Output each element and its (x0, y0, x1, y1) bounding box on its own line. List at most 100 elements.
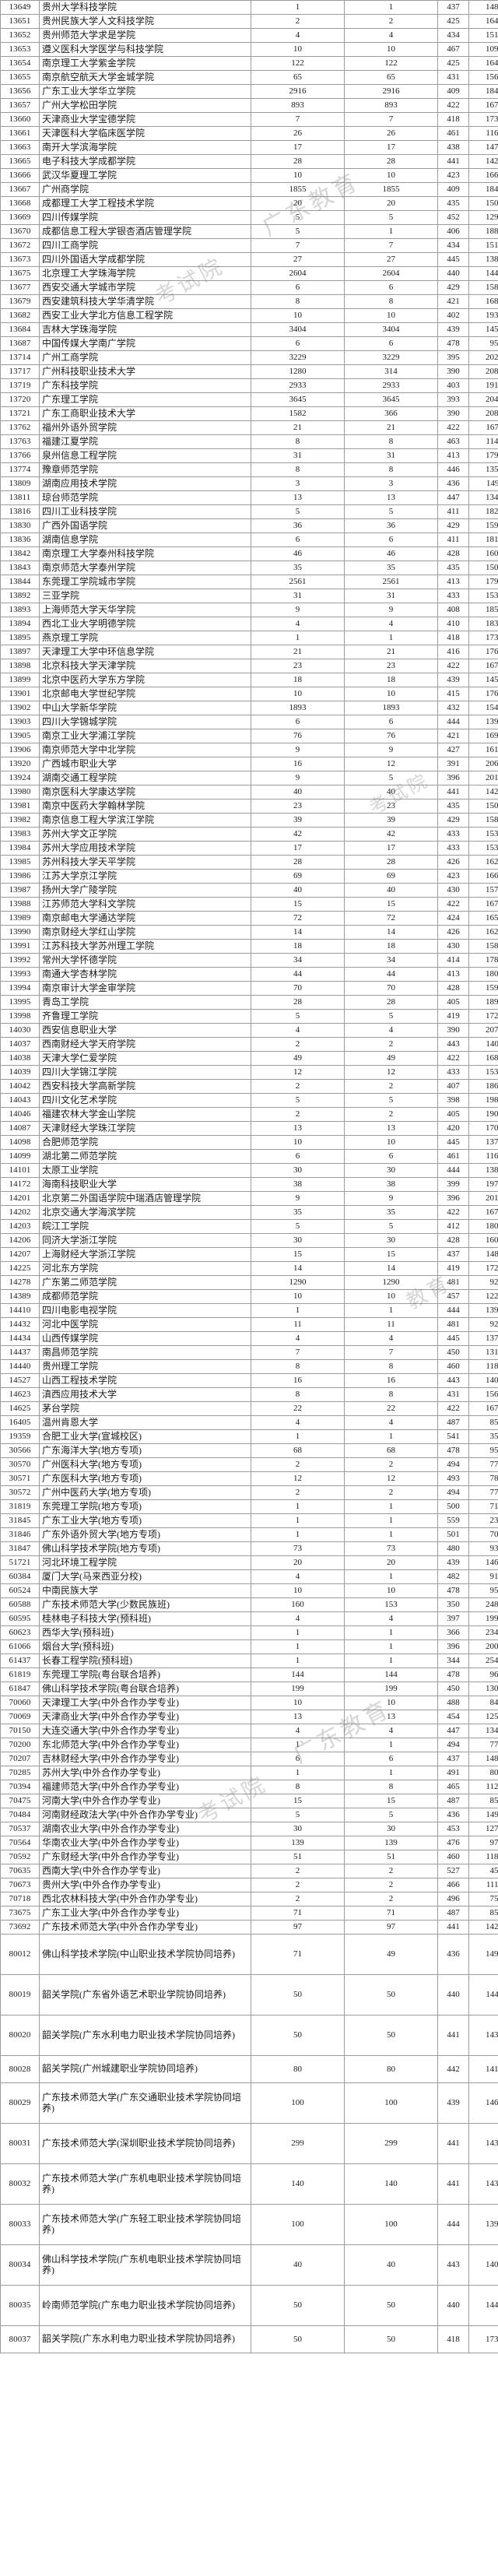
cell-institution-code: 14043 (0, 1093, 40, 1108)
cell-rank: 147054 (468, 140, 498, 155)
table-row: 14037西南财经大学天府学院22443140311 (0, 1037, 498, 1052)
cell-cutoff-score: 428 (437, 1233, 469, 1248)
cell-institution-name: 四川电影电视学院 (39, 1303, 251, 1318)
cell-cutoff-score: 454 (437, 1710, 469, 1724)
cell-cutoff-score: 465 (437, 1780, 469, 1794)
cell-plan-count: 7 (251, 112, 345, 127)
cell-cutoff-score: 443 (437, 2244, 469, 2286)
cell-rank: 186719 (468, 1079, 498, 1094)
cell-rank: 197734 (468, 1177, 498, 1192)
cell-institution-name: 佛山科学技术学院(粤台联合培养) (39, 1682, 251, 1696)
cell-rank: 140216 (468, 1373, 498, 1388)
cell-plan-count: 3 (251, 476, 345, 491)
cell-rank: 84218 (468, 1696, 498, 1710)
cell-institution-name: 四川大学锦江学院 (39, 1065, 251, 1080)
cell-plan-count: 4 (251, 28, 345, 43)
cell-institution-code: 80020 (0, 2015, 40, 2056)
cell-plan-count: 76 (251, 729, 345, 743)
cell-rank: 193640 (468, 308, 498, 323)
table-row: 13679西安建筑科技大学华清学院88421168670 (0, 294, 498, 309)
cell-cutoff-score: 450 (437, 1345, 469, 1360)
table-row: 13993南通大学杏林学院4444413180102 (0, 967, 498, 982)
cell-institution-code: 14172 (0, 1177, 40, 1192)
cell-admitted-count: 140 (344, 2163, 438, 2205)
cell-plan-count: 27 (251, 252, 345, 267)
cell-institution-name: 南京信息工程大学滨江学院 (39, 813, 251, 828)
cell-institution-name: 南京中医药大学翰林学院 (39, 799, 251, 814)
cell-rank: 114176 (468, 434, 498, 449)
cell-rank: 78594 (468, 1471, 498, 1486)
cell-plan-count: 5 (251, 224, 345, 239)
cell-institution-name: 西南大学(中外合作办学专业) (39, 1864, 251, 1878)
cell-institution-name: 韶关学院(广东水利电力职业技术学院协同培养) (39, 2325, 251, 2353)
cell-cutoff-score: 390 (437, 406, 469, 421)
cell-rank: 153715 (468, 841, 498, 856)
table-row: 14527山西工程技术学院1616443140216 (0, 1373, 498, 1388)
cell-cutoff-score: 436 (437, 1934, 469, 1975)
cell-plan-count: 8 (251, 1780, 345, 1794)
cell-admitted-count: 28 (344, 154, 438, 169)
cell-cutoff-score: 559 (437, 1513, 469, 1528)
cell-institution-name: 河南大学(中外合作办学专业) (39, 1794, 251, 1808)
cell-institution-name: 北京交通大学海滨学院 (39, 1205, 251, 1220)
cell-rank: 153639 (468, 1065, 498, 1080)
cell-plan-count: 38 (251, 1177, 345, 1192)
cell-cutoff-score: 481 (437, 1275, 469, 1290)
cell-cutoff-score: 406 (437, 224, 469, 239)
cell-institution-code: 14039 (0, 1065, 40, 1080)
table-row: 13836湖南信息学院66411181776 (0, 532, 498, 547)
cell-admitted-count: 49 (344, 1934, 438, 1975)
cell-institution-name: 茅台学院 (39, 1401, 251, 1416)
cell-institution-code: 13906 (0, 743, 40, 757)
cell-admitted-count: 23 (344, 659, 438, 673)
cell-admitted-count: 1 (344, 631, 438, 645)
cell-cutoff-score: 443 (437, 1373, 469, 1388)
cell-institution-name: 西北农林科技大学(中外合作办学专业) (39, 1892, 251, 1907)
cell-institution-code: 80032 (0, 2163, 40, 2205)
cell-institution-code: 60595 (0, 1611, 40, 1626)
cell-rank: 198803 (468, 1093, 498, 1108)
cell-cutoff-score: 457 (437, 1289, 469, 1304)
cell-admitted-count: 2604 (344, 266, 438, 281)
cell-rank: 181776 (468, 532, 498, 547)
table-row: 13924湖南交通工程学院95396201058 (0, 771, 498, 785)
cell-plan-count: 1 (251, 1429, 345, 1444)
cell-institution-code: 13714 (0, 350, 40, 365)
cell-admitted-count: 8 (344, 1359, 438, 1374)
cell-rank: 80996 (468, 1766, 498, 1780)
cell-institution-name: 苏州科技大学天平学院 (39, 855, 251, 870)
table-row: 13902中山大学新华学院18931893432154396 (0, 701, 498, 715)
table-row: 13763福建江夏学院88463114176 (0, 434, 498, 449)
cell-plan-count: 5 (251, 1093, 345, 1108)
cell-admitted-count: 12 (344, 1471, 438, 1486)
table-row: 80032 广东技术师范大学(广东机电职业技术学院协同培养) 140 140 441 14… (0, 2163, 498, 2205)
cell-plan-count: 3229 (251, 350, 345, 365)
cell-institution-name: 成都师范学院 (39, 1289, 251, 1304)
table-row: 80033 广东技术师范大学(广东轻工职业技术学院协同培养) 100 100 444 13… (0, 2204, 498, 2245)
table-row: 13719广东科技学院29332933403191991 (0, 378, 498, 393)
cell-institution-code: 13987 (0, 883, 40, 898)
cell-admitted-count: 1 (344, 1639, 438, 1654)
cell-admitted-count: 100 (344, 2204, 438, 2245)
cell-admitted-count: 40 (344, 2244, 438, 2286)
cell-rank: 77251 (468, 1457, 498, 1472)
cell-cutoff-score: 390 (437, 364, 469, 379)
table-row: 13720广东理工学院36453645393204045 (0, 392, 498, 407)
cell-rank: 161373 (468, 743, 498, 757)
cell-institution-code: 70207 (0, 1752, 40, 1766)
table-row: 13682西安工业大学北方信息工程学院1010402193640 (0, 308, 498, 323)
cell-rank: 143324 (468, 2123, 498, 2164)
cell-plan-count: 1 (251, 1653, 345, 1668)
cell-plan-count: 51 (251, 1850, 345, 1864)
cell-rank: 158502 (468, 813, 498, 828)
admission-table: 13649贵州大学科技学院1143714843313651贵州民族大学人文科技学… (0, 0, 498, 2353)
cell-plan-count: 1 (251, 1303, 345, 1318)
cell-admitted-count: 14 (344, 925, 438, 940)
cell-cutoff-score: 467 (437, 42, 469, 57)
cell-rank: 164164 (468, 56, 498, 71)
cell-plan-count: 10 (251, 168, 345, 183)
